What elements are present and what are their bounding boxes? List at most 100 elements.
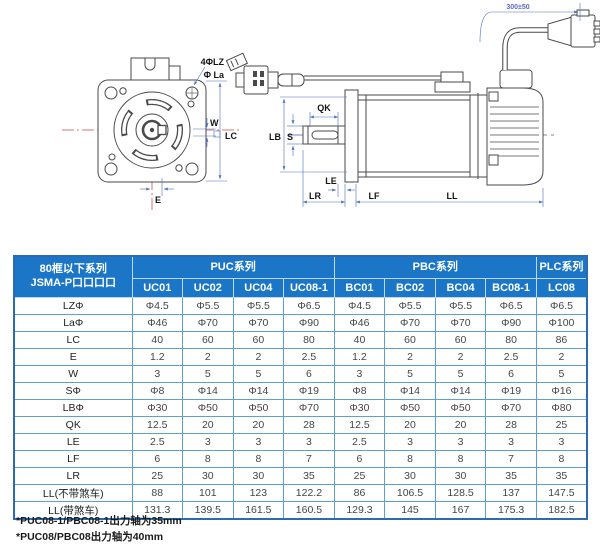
spec-cell: Φ70	[434, 314, 487, 332]
spec-row-label: LR	[13, 467, 133, 485]
spec-cell: 106.5	[384, 484, 436, 502]
spec-cell: Φ70	[283, 399, 335, 417]
spec-cell: Φ4.5	[131, 297, 184, 315]
dim-label-w: W	[210, 118, 219, 128]
table-row: LR 25 30 30 35 25 30 30 35 35	[13, 467, 588, 485]
table-row: LBΦ Φ30 Φ50 Φ50 Φ70 Φ30 Φ50 Φ50 Φ70 Φ80	[13, 399, 588, 417]
spec-cell: 1.2	[131, 348, 184, 366]
spec-cell: 40	[131, 331, 184, 349]
shaft	[302, 125, 346, 145]
model-header-uc04: UC04	[232, 278, 285, 298]
model-header-bc01: BC01	[333, 278, 386, 298]
spec-cell: Φ50	[384, 399, 436, 417]
spec-cell: Φ30	[333, 399, 386, 417]
spec-cell: 40	[333, 331, 386, 349]
spec-cell: Φ14	[384, 382, 436, 400]
spec-row-label: E	[13, 348, 133, 366]
spec-cell: 25	[131, 467, 184, 485]
side-view-dimensions	[280, 3, 581, 207]
spec-cell: 20	[434, 416, 487, 434]
group-header-puc: PUC系列	[131, 255, 335, 279]
dim-label-e: E	[155, 195, 161, 205]
spec-cell: 35	[535, 467, 588, 485]
table-row: SΦ Φ8 Φ14 Φ14 Φ19 Φ8 Φ14 Φ14 Φ19 Φ16	[13, 382, 588, 400]
spec-cell: 25	[333, 467, 386, 485]
spec-cell: 2.5	[283, 348, 335, 366]
spec-cell: Φ46	[333, 314, 386, 332]
spec-cell: 20	[384, 416, 436, 434]
corner-line2: JSMA-P口口口口	[30, 277, 117, 289]
spec-cell: 28	[283, 416, 335, 434]
spec-cell: Φ14	[232, 382, 285, 400]
spec-cell: Φ6.5	[283, 297, 335, 315]
spec-cell: 20	[182, 416, 234, 434]
spec-cell: Φ50	[232, 399, 285, 417]
spec-cell: 101	[182, 484, 234, 502]
terminal-box	[130, 57, 170, 81]
dim-label-qk: QK	[317, 103, 331, 113]
spec-cell: Φ14	[434, 382, 487, 400]
model-header-uc01: UC01	[131, 278, 184, 298]
spec-cell: Φ90	[485, 314, 537, 332]
dim-label-lc: LC	[225, 131, 237, 141]
dim-label-la: Φ La	[204, 70, 225, 80]
dim-label-le: LE	[325, 176, 337, 186]
spec-cell: Φ100	[535, 314, 588, 332]
table-row: E 1.2 2 2 2.5 1.2 2 2 2.5 2	[13, 348, 588, 366]
model-header-bc04: BC04	[434, 278, 487, 298]
front-view-dimensions	[140, 66, 227, 196]
spec-cell: 3	[182, 433, 234, 451]
spec-cell: Φ8	[333, 382, 386, 400]
flange-circle	[113, 91, 191, 169]
spec-cell: 80	[283, 331, 335, 349]
technical-drawing: 4ΦLZ Φ La W LC E	[62, 3, 600, 212]
spec-table: 80框以下系列 JSMA-P口口口口 PUC系列 PBC系列 PLC系列 UC0…	[13, 255, 588, 520]
spec-cell: Φ5.5	[232, 297, 285, 315]
spec-cell: 8	[535, 450, 588, 468]
spec-cell: 147.5	[535, 484, 588, 502]
spec-cell: 8	[232, 450, 285, 468]
spec-cell: Φ5.5	[182, 297, 234, 315]
spec-row-label: LaΦ	[13, 314, 133, 332]
spec-cell: 8	[182, 450, 234, 468]
spec-row-label: SΦ	[13, 382, 133, 400]
spec-cell: 2.5	[131, 433, 184, 451]
spec-cell: Φ6.5	[535, 297, 588, 315]
spec-cell: Φ8	[131, 382, 184, 400]
spec-cell: Φ46	[131, 314, 184, 332]
corner-line1: 80框以下系列	[39, 263, 107, 276]
spec-cell: 7	[283, 450, 335, 468]
motor-body	[357, 94, 488, 178]
spec-cell: 60	[232, 331, 285, 349]
footnote-2: *PUC08/PBC08出力轴为40mm	[16, 531, 164, 543]
spec-cell: 8	[434, 450, 487, 468]
spec-cell: 137	[485, 484, 537, 502]
dim-label-cable-length: 300±50	[506, 4, 529, 11]
table-row: QK 12.5 20 20 28 12.5 20 20 28 25	[13, 416, 588, 434]
rear-cover	[486, 87, 544, 186]
spec-cell: 20	[232, 416, 285, 434]
model-header-lc08: LC08	[535, 278, 588, 298]
bolt-holes	[104, 86, 199, 176]
spec-cell: Φ6.5	[485, 297, 537, 315]
model-header-uc08-1: UC08-1	[283, 278, 335, 298]
dim-label-lb: LB	[269, 132, 281, 142]
spec-row-label: LBΦ	[13, 399, 133, 417]
table-corner-header: 80框以下系列 JSMA-P口口口口	[13, 255, 133, 298]
spec-cell: 160.5	[283, 501, 335, 520]
spec-cell: 123	[232, 484, 285, 502]
spec-cell: Φ50	[434, 399, 487, 417]
spec-cell: 2	[232, 348, 285, 366]
spec-cell: Φ70	[232, 314, 285, 332]
dim-label-s: S	[287, 132, 293, 142]
spec-cell: 8	[384, 450, 436, 468]
spec-cell: 6	[131, 450, 184, 468]
spec-cell: 88	[131, 484, 184, 502]
spec-cell: 2.5	[333, 433, 386, 451]
spec-cell: 30	[182, 467, 234, 485]
spec-cell: 145	[384, 501, 436, 520]
spec-cell: 3	[384, 433, 436, 451]
spec-cell: Φ80	[535, 399, 588, 417]
spec-cell: 128.5	[434, 484, 487, 502]
